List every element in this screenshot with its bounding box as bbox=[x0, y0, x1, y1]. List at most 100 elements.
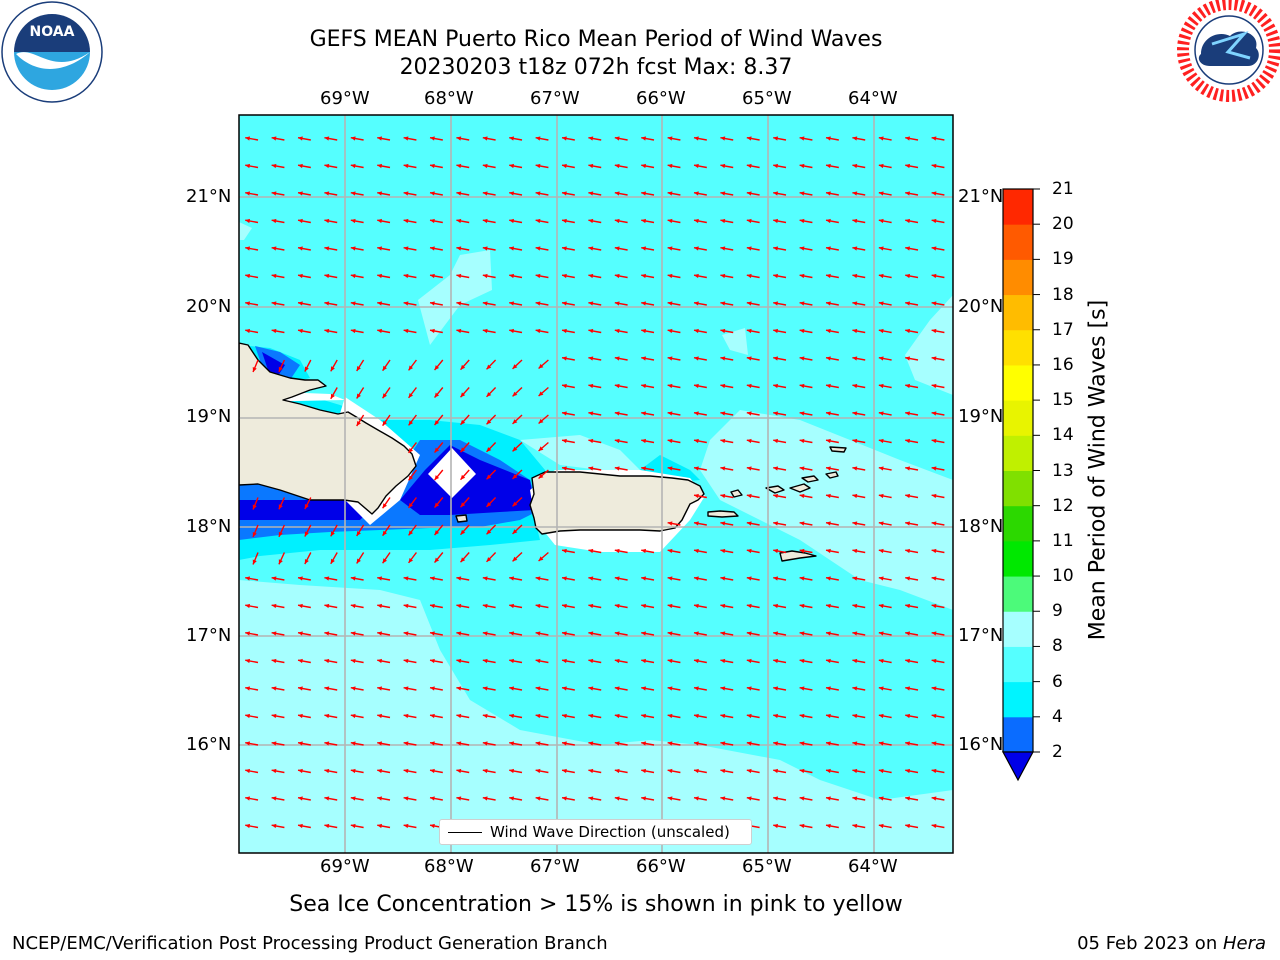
puerto-rico bbox=[529, 471, 705, 535]
footer-credit: NCEP/EMC/Verification Post Processing Pr… bbox=[12, 933, 608, 954]
wave-direction-arrowhead bbox=[852, 163, 858, 169]
wave-direction-arrowhead bbox=[773, 768, 779, 774]
colorbar-segment bbox=[1003, 646, 1033, 683]
wave-direction-arrowhead bbox=[434, 502, 440, 508]
wave-direction-arrowhead bbox=[298, 713, 303, 719]
wave-direction-arrowhead bbox=[304, 559, 309, 565]
wave-direction-arrowhead bbox=[852, 631, 858, 636]
wave-direction-arrowhead bbox=[905, 658, 911, 664]
wave-direction-arrowhead bbox=[905, 136, 911, 141]
wave-direction-arrowhead bbox=[720, 328, 726, 334]
wave-direction-arrowhead bbox=[641, 301, 647, 306]
wave-direction-arrowhead bbox=[509, 328, 515, 334]
wave-direction-arrowhead bbox=[350, 301, 356, 306]
wave-direction-arrowhead bbox=[667, 741, 673, 746]
wave-direction-arrowhead bbox=[456, 796, 462, 801]
wave-direction-arrowhead bbox=[614, 438, 620, 444]
lon-tick-top: 67°W bbox=[530, 88, 580, 109]
wave-direction-arrowhead bbox=[356, 366, 361, 372]
wave-direction-arrowhead bbox=[271, 163, 277, 169]
wave-direction-arrowhead bbox=[852, 823, 858, 829]
wave-direction-arrowhead bbox=[245, 328, 251, 334]
wave-direction-arrowhead bbox=[905, 328, 911, 334]
wave-direction-arrowhead bbox=[434, 420, 440, 426]
wave-direction-arrowhead bbox=[588, 218, 594, 224]
wave-direction-arrowhead bbox=[350, 796, 356, 801]
wave-direction-arrowhead bbox=[377, 191, 383, 196]
wave-direction-arrowhead bbox=[456, 273, 462, 279]
wave-direction-arrowhead bbox=[538, 418, 544, 424]
wave-direction-arrowhead bbox=[324, 823, 330, 829]
wave-direction-arrowhead bbox=[694, 466, 699, 471]
wave-direction-arrowhead bbox=[720, 466, 726, 471]
wave-direction-arrowhead bbox=[799, 273, 805, 279]
wave-direction-arrowhead bbox=[905, 603, 911, 609]
wave-direction-arrowhead bbox=[403, 328, 409, 334]
wave-direction-arrowhead bbox=[512, 556, 518, 562]
wave-direction-arrowhead bbox=[298, 246, 303, 251]
wave-direction-arrowhead bbox=[403, 823, 409, 829]
wave-direction-arrowhead bbox=[826, 713, 831, 719]
wave-direction-arrowhead bbox=[694, 631, 699, 636]
wave-direction-arrowhead bbox=[826, 686, 831, 691]
wave-direction-arrowhead bbox=[430, 768, 435, 774]
period-zone-light bbox=[239, 222, 953, 853]
wave-direction-arrowhead bbox=[456, 713, 462, 719]
wave-direction-arrowhead bbox=[878, 411, 884, 416]
wave-direction-arrowhead bbox=[403, 713, 409, 719]
wave-direction-arrowhead bbox=[826, 163, 831, 169]
wave-direction-arrowhead bbox=[408, 447, 414, 453]
wave-direction-arrowhead bbox=[878, 631, 884, 636]
wave-direction-arrowhead bbox=[403, 191, 409, 196]
wave-direction-arrowhead bbox=[720, 301, 726, 306]
colorbar-segment bbox=[1003, 329, 1033, 366]
wave-direction-arrowhead bbox=[641, 686, 647, 691]
wave-direction-arrowhead bbox=[667, 301, 673, 306]
wave-direction-arrowhead bbox=[773, 631, 779, 636]
wave-direction-arrowhead bbox=[799, 686, 805, 691]
wave-direction-arrowhead bbox=[773, 493, 779, 499]
wave-direction-arrowhead bbox=[773, 191, 779, 196]
wave-direction-arrowhead bbox=[356, 421, 361, 427]
wave-direction-arrowhead bbox=[931, 301, 937, 306]
wave-direction-arrowhead bbox=[271, 136, 277, 141]
wave-direction-arrowhead bbox=[799, 246, 805, 251]
wave-direction-arrowhead bbox=[614, 301, 620, 306]
wave-direction-arrowhead bbox=[799, 493, 805, 499]
wave-direction-arrowhead bbox=[356, 531, 361, 537]
wave-direction-arrowhead bbox=[852, 686, 858, 691]
wave-direction-arrowhead bbox=[931, 136, 937, 141]
wave-direction-arrowhead bbox=[773, 163, 779, 169]
wave-direction-arrowhead bbox=[271, 273, 277, 279]
wave-direction-arrowhead bbox=[298, 301, 303, 306]
colorbar-segment bbox=[1003, 224, 1033, 260]
wave-direction-arrowhead bbox=[350, 218, 356, 224]
wave-direction-arrowhead bbox=[245, 741, 251, 746]
legend-line-swatch bbox=[448, 832, 482, 833]
wave-direction-arrowhead bbox=[826, 658, 831, 664]
wave-direction-arrowhead bbox=[535, 191, 541, 196]
wave-direction-arrowhead bbox=[694, 548, 699, 554]
wave-direction-arrowhead bbox=[641, 163, 647, 169]
wave-direction-arrowhead bbox=[377, 796, 383, 801]
wave-direction-arrowhead bbox=[562, 741, 567, 746]
wave-direction-arrowhead bbox=[324, 686, 330, 691]
wave-direction-arrowhead bbox=[456, 741, 462, 746]
wave-direction-arrowhead bbox=[905, 301, 911, 306]
wave-direction-arrowhead bbox=[614, 163, 620, 169]
wave-direction-arrowhead bbox=[403, 631, 409, 636]
wave-direction-arrowhead bbox=[382, 420, 387, 426]
wave-direction-arrowhead bbox=[460, 419, 466, 425]
wave-direction-arrowhead bbox=[878, 356, 884, 361]
wave-direction-arrowhead bbox=[878, 301, 884, 306]
wave-direction-arrowhead bbox=[905, 438, 911, 444]
wave-direction-arrowhead bbox=[350, 191, 356, 196]
colorbar-tick-label: 9 bbox=[1052, 601, 1063, 622]
wave-direction-arrowhead bbox=[799, 658, 805, 664]
wave-direction-arrowhead bbox=[324, 576, 330, 581]
colorbar bbox=[1003, 188, 1040, 753]
wave-direction-arrowhead bbox=[641, 796, 647, 801]
wave-direction-arrowhead bbox=[905, 548, 911, 554]
footer-date-text: 05 Feb 2023 on bbox=[1077, 933, 1223, 954]
wave-direction-arrowhead bbox=[878, 246, 884, 251]
